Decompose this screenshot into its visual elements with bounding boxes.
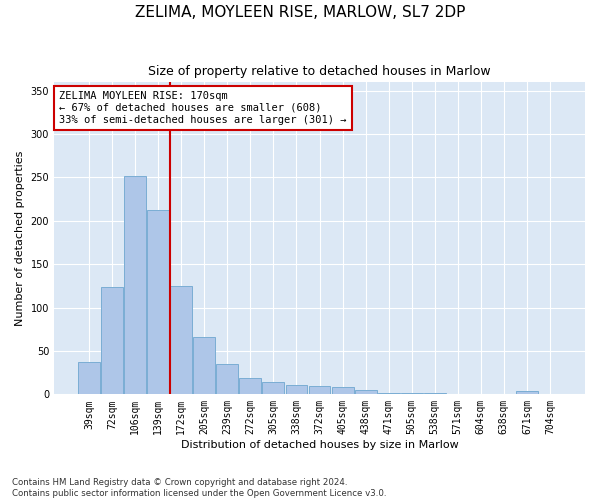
Bar (308, 386, 331, 394)
Text: ZELIMA, MOYLEEN RISE, MARLOW, SL7 2DP: ZELIMA, MOYLEEN RISE, MARLOW, SL7 2DP (135, 5, 465, 20)
Bar (147, 210, 169, 394)
Bar (332, 386, 353, 394)
Bar (355, 390, 377, 394)
Y-axis label: Number of detached properties: Number of detached properties (15, 150, 25, 326)
Bar (78, 362, 100, 394)
Bar (377, 392, 400, 394)
Bar (516, 391, 538, 394)
Bar (101, 286, 123, 395)
Title: Size of property relative to detached houses in Marlow: Size of property relative to detached ho… (148, 65, 491, 78)
Bar (286, 385, 307, 394)
Bar (193, 337, 215, 394)
Bar (262, 382, 284, 394)
Text: Contains HM Land Registry data © Crown copyright and database right 2024.
Contai: Contains HM Land Registry data © Crown c… (12, 478, 386, 498)
Bar (170, 286, 192, 395)
Bar (239, 378, 262, 394)
Bar (217, 364, 238, 394)
Text: ZELIMA MOYLEEN RISE: 170sqm
← 67% of detached houses are smaller (608)
33% of se: ZELIMA MOYLEEN RISE: 170sqm ← 67% of det… (59, 92, 347, 124)
Bar (124, 176, 146, 394)
X-axis label: Distribution of detached houses by size in Marlow: Distribution of detached houses by size … (181, 440, 458, 450)
